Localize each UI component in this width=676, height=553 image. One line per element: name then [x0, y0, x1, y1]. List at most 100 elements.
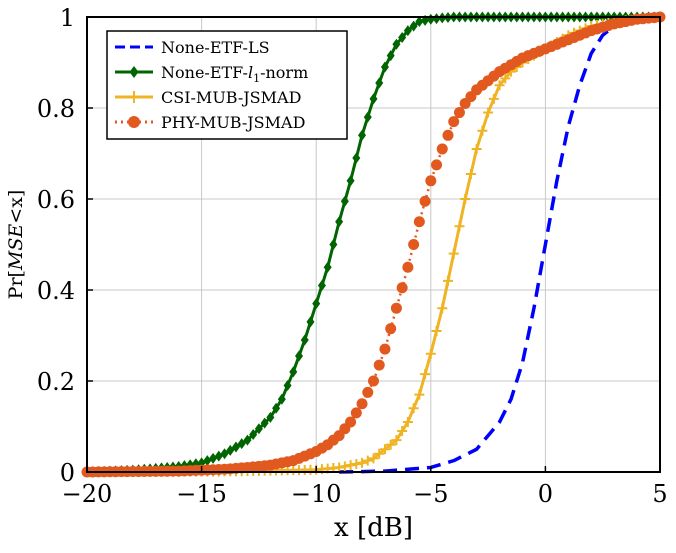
y-axis-label: Pr[MSE<x]	[5, 190, 27, 300]
diamond-marker	[300, 334, 309, 346]
circle-marker	[385, 323, 397, 335]
diamond-marker	[203, 455, 212, 467]
plus-marker	[351, 459, 362, 470]
legend: None-ETF-LS None-ETF-l1-norm CSI-MUB-JSMAD…	[106, 30, 348, 140]
x-tick-label: 0	[538, 480, 553, 508]
diamond-marker	[226, 444, 235, 456]
diamond-marker	[323, 261, 332, 273]
plus-marker	[471, 143, 482, 154]
legend-item: None-ETF-l1-norm	[115, 63, 308, 85]
diamond-marker	[266, 411, 275, 423]
plus-marker	[334, 462, 345, 473]
diamond-marker	[277, 393, 286, 405]
diamond-marker	[369, 93, 378, 105]
circle-marker	[356, 398, 368, 410]
diamond-marker	[209, 452, 218, 464]
diamond-marker	[283, 380, 292, 392]
plus-marker	[357, 457, 368, 468]
plus-marker	[420, 369, 431, 380]
diamond-marker	[340, 195, 349, 207]
series-none-etf-ls	[339, 15, 661, 474]
circle-marker	[368, 375, 379, 387]
circle-marker	[413, 216, 425, 228]
series-line	[339, 15, 661, 474]
diamond-marker	[363, 111, 372, 123]
plus-marker	[431, 325, 442, 336]
plus-marker	[477, 125, 488, 136]
plus-marker	[488, 93, 499, 104]
legend-label: PHY-MUB-JSMAD	[161, 113, 305, 132]
diamond-marker	[352, 152, 361, 164]
diamond-marker	[220, 448, 229, 460]
diamond-marker	[243, 434, 252, 446]
diamond-marker	[249, 428, 258, 440]
circle-marker	[373, 359, 385, 371]
plot-frame	[86, 16, 661, 473]
diamond-marker	[346, 175, 355, 187]
plus-marker	[494, 80, 505, 91]
diamond-marker	[231, 441, 240, 453]
tick-labels: −20 −15 −10 −5 0 5 0 0.2 0.4 0.6 0.8 1	[37, 4, 668, 508]
plus-marker	[339, 461, 350, 472]
plus-marker	[408, 403, 419, 414]
diamond-marker	[403, 25, 412, 37]
legend-label: None-ETF-l1-norm	[161, 63, 308, 85]
legend-marker	[128, 116, 140, 128]
plus-marker	[345, 460, 356, 471]
circle-marker	[442, 129, 454, 141]
circle-marker	[453, 107, 465, 119]
y-tick-label: 1	[60, 4, 75, 32]
x-tick-label: −15	[176, 480, 227, 508]
circle-marker	[419, 195, 431, 207]
x-tick-label: −5	[413, 480, 448, 508]
legend-items: None-ETF-LS None-ETF-l1-norm CSI-MUB-JSMAD…	[115, 38, 308, 132]
circle-marker	[425, 175, 437, 187]
circle-marker	[402, 261, 414, 273]
circle-marker	[350, 407, 362, 419]
circle-marker	[390, 302, 402, 314]
circle-marker	[448, 116, 460, 128]
plus-marker	[379, 444, 390, 455]
plus-marker	[448, 248, 459, 259]
plus-marker	[465, 168, 476, 179]
plus-marker	[362, 455, 373, 466]
y-tick-label: 0	[60, 459, 75, 487]
plus-marker	[402, 416, 413, 427]
plus-marker	[374, 448, 385, 459]
legend-item: PHY-MUB-JSMAD	[115, 113, 305, 132]
plus-marker	[385, 439, 396, 450]
plus-marker	[442, 275, 453, 286]
legend-label: CSI-MUB-JSMAD	[161, 88, 301, 107]
diamond-marker	[289, 366, 298, 378]
legend-item: CSI-MUB-JSMAD	[115, 88, 301, 107]
plus-marker	[500, 73, 511, 84]
diamond-marker	[375, 77, 384, 89]
y-tick-label: 0.4	[37, 277, 75, 305]
legend-item: None-ETF-LS	[115, 38, 270, 57]
circle-marker	[396, 282, 408, 294]
plus-marker	[391, 435, 402, 446]
x-axis-label: x [dB]	[334, 513, 413, 543]
diamond-marker	[329, 239, 338, 250]
y-tick-label: 0.2	[37, 368, 75, 396]
circle-marker	[362, 386, 374, 398]
diamond-marker	[272, 402, 281, 414]
diamond-marker	[432, 13, 441, 25]
y-axis-label-group: Pr[MSE<x]	[5, 190, 27, 300]
plus-marker	[368, 453, 379, 464]
circle-marker	[436, 143, 448, 155]
circle-marker	[379, 343, 391, 355]
plus-marker	[414, 389, 425, 400]
circle-marker	[431, 159, 443, 171]
diamond-marker	[237, 438, 246, 450]
plus-marker	[454, 221, 465, 232]
diamond-marker	[317, 279, 326, 291]
diamond-marker	[358, 129, 367, 141]
diamond-marker	[214, 450, 223, 462]
plus-marker	[397, 426, 408, 437]
x-tick-label: 5	[652, 480, 667, 508]
diamond-marker	[415, 16, 424, 28]
diamond-marker	[312, 298, 321, 310]
y-tick-label: 0.8	[37, 95, 75, 123]
